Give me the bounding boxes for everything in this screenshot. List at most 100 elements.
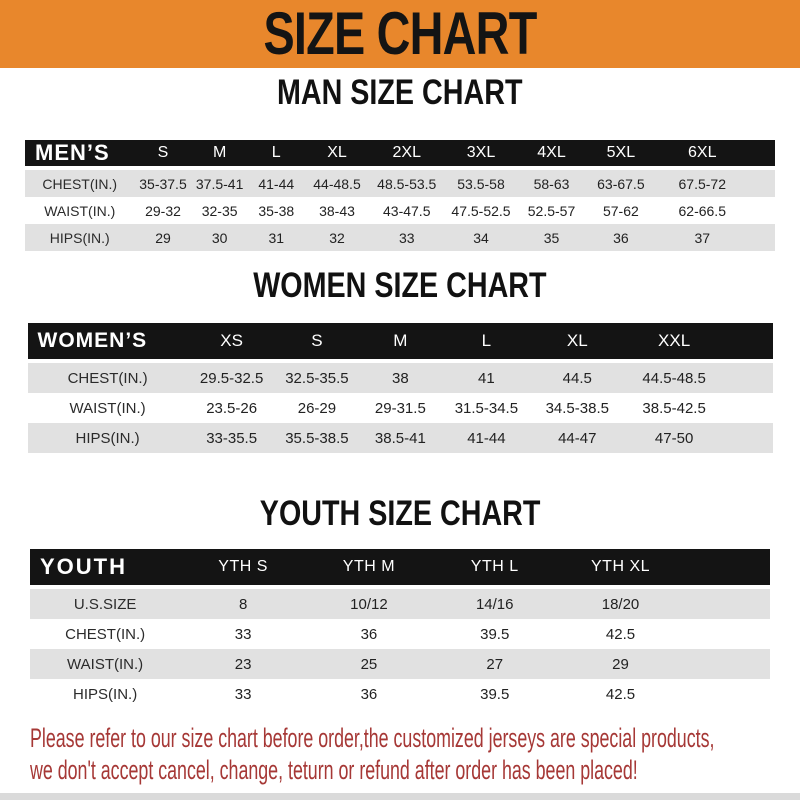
- footer-line-1: Please refer to our size chart before or…: [30, 723, 715, 753]
- column-header: S: [134, 140, 192, 170]
- size-value: 58-63: [517, 170, 586, 197]
- table-row: CHEST(IN.) 33 36 39.5 42.5: [30, 619, 770, 649]
- size-value: 41: [442, 363, 531, 393]
- size-value: 29-31.5: [374, 399, 426, 417]
- size-value: 36: [360, 685, 378, 703]
- table-row: WAIST(IN.) 29-32 32-35 35-38 38-43 43-47.5 47.…: [25, 197, 775, 224]
- filler-cell: [683, 549, 770, 589]
- size-value: 53.5-58: [444, 170, 518, 197]
- size-value: 23: [180, 649, 307, 679]
- size-value: 26-29: [297, 399, 337, 417]
- size-value: 44-47: [530, 423, 625, 453]
- size-value: 35: [517, 224, 586, 251]
- table-row: CHEST(IN.) 29.5-32.5 32.5-35.5 38 41 44.5 44.5…: [27, 363, 773, 393]
- column-header: XL: [304, 140, 370, 170]
- women-section-title-text: WOMEN SIZE CHART: [253, 266, 547, 305]
- filler-cell: [683, 679, 770, 709]
- column-header: 4XL: [517, 140, 586, 170]
- table-row: WAIST(IN.) 23.5-26 26-29 29-31.5 31.5-34.5 34…: [28, 393, 773, 423]
- row-label: CHEST(IN.): [27, 363, 188, 393]
- bottom-strip: [0, 793, 800, 800]
- size-value: 44.5: [530, 363, 625, 393]
- table-row: CHEST(IN.) 35-37.5 37.5-41 41-44 44-48.5 48.5…: [25, 170, 775, 197]
- size-value: 37: [656, 224, 748, 251]
- size-value: 52.5-57: [527, 202, 576, 219]
- size-value: 34.5-38.5: [545, 399, 609, 417]
- size-value: 29: [134, 224, 192, 251]
- filler-cell: [748, 170, 775, 197]
- size-header-row: WOMEN’S XS S M L XL XXL: [27, 323, 773, 363]
- size-value: 34: [444, 224, 518, 251]
- banner: SIZE CHART: [0, 0, 800, 68]
- row-label: WAIST(IN.): [44, 202, 116, 219]
- size-value: 37.5-41: [191, 170, 248, 197]
- filler-cell: [683, 619, 770, 649]
- size-value: 63-67.5: [585, 170, 657, 197]
- table-row: HIPS(IN.) 33-35.5 35.5-38.5 38.5-41 41-44 44-…: [27, 423, 773, 453]
- size-value: 14/16: [431, 589, 558, 619]
- column-header: 6XL: [656, 140, 748, 170]
- row-label: CHEST(IN.): [65, 625, 146, 643]
- column-header: XL: [530, 323, 625, 363]
- size-value: 42.5: [605, 685, 636, 703]
- size-value: 32.5-35.5: [275, 363, 359, 393]
- page-title: SIZE CHART: [263, 0, 538, 67]
- size-value: 35-37.5: [134, 170, 192, 197]
- youth-section-title: YOUTH SIZE CHART: [0, 495, 800, 537]
- row-label: WAIST(IN.): [30, 649, 181, 679]
- column-header: 2XL: [369, 140, 445, 170]
- size-value: 67.5-72: [656, 170, 748, 197]
- size-value: 29-32: [145, 202, 181, 219]
- women-size-table: WOMEN’S XS S M L XL XXL CHEST(IN.) 29.5-32.5 32.5…: [27, 323, 773, 453]
- column-header: YTH L: [431, 549, 558, 589]
- table-row: WAIST(IN.) 23 25 27 29: [30, 649, 770, 679]
- size-value: 32-35: [201, 202, 238, 219]
- table-row: HIPS(IN.) 29 30 31 32 33 34 35 36 37: [25, 224, 775, 251]
- column-header: L: [442, 323, 531, 363]
- youth-size-table: YOUTH YTH S YTH M YTH L YTH XL U.S.SIZE 8 10/12…: [30, 549, 770, 709]
- row-label: U.S.SIZE: [30, 589, 181, 619]
- size-value: 62-66.5: [678, 202, 726, 219]
- men-table-header-label: MEN’S: [25, 140, 135, 170]
- size-value: 33-35.5: [187, 423, 276, 453]
- men-section-title: MAN SIZE CHART: [0, 74, 800, 116]
- size-value: 36: [585, 224, 657, 251]
- row-label: CHEST(IN.): [25, 170, 135, 197]
- row-label: HIPS(IN.): [27, 423, 188, 453]
- size-value: 47-50: [624, 423, 725, 453]
- size-value: 43-47.5: [383, 202, 431, 219]
- column-header: 3XL: [444, 140, 518, 170]
- size-value: 35-38: [258, 202, 295, 219]
- size-value: 29.5-32.5: [187, 363, 276, 393]
- size-value: 35.5-38.5: [275, 423, 359, 453]
- size-value: 39.5: [480, 685, 510, 703]
- size-value: 48.5-53.5: [369, 170, 445, 197]
- size-value: 42.5: [605, 625, 636, 643]
- youth-table-header-label: YOUTH: [30, 549, 181, 589]
- size-value: 10/12: [306, 589, 432, 619]
- filler-cell: [724, 423, 773, 453]
- size-value: 31: [247, 224, 305, 251]
- row-label: HIPS(IN.): [73, 685, 138, 703]
- size-value: 33: [369, 224, 445, 251]
- filler-cell: [724, 323, 773, 363]
- filler-cell: [748, 224, 775, 251]
- size-value: 38.5-41: [358, 423, 443, 453]
- size-header-row: YOUTH YTH S YTH M YTH L YTH XL: [30, 549, 770, 589]
- size-value: 33: [234, 685, 252, 703]
- size-value: 32: [304, 224, 370, 251]
- footer-note: Please refer to our size chart before or…: [0, 723, 800, 787]
- filler-cell: [724, 393, 772, 423]
- column-header: M: [191, 140, 248, 170]
- youth-section-title-text: YOUTH SIZE CHART: [259, 494, 541, 533]
- size-value: 31.5-34.5: [454, 399, 519, 417]
- size-value: 27: [431, 649, 558, 679]
- size-value: 41-44: [247, 170, 305, 197]
- size-value: 25: [306, 649, 432, 679]
- filler-cell: [683, 649, 770, 679]
- column-header: YTH M: [306, 549, 432, 589]
- size-value: 33: [234, 625, 252, 643]
- men-size-table: MEN’S S M L XL 2XL 3XL 4XL 5XL 6XL CHEST(IN.) 35-37…: [25, 140, 775, 251]
- women-table-header-label: WOMEN’S: [27, 323, 188, 363]
